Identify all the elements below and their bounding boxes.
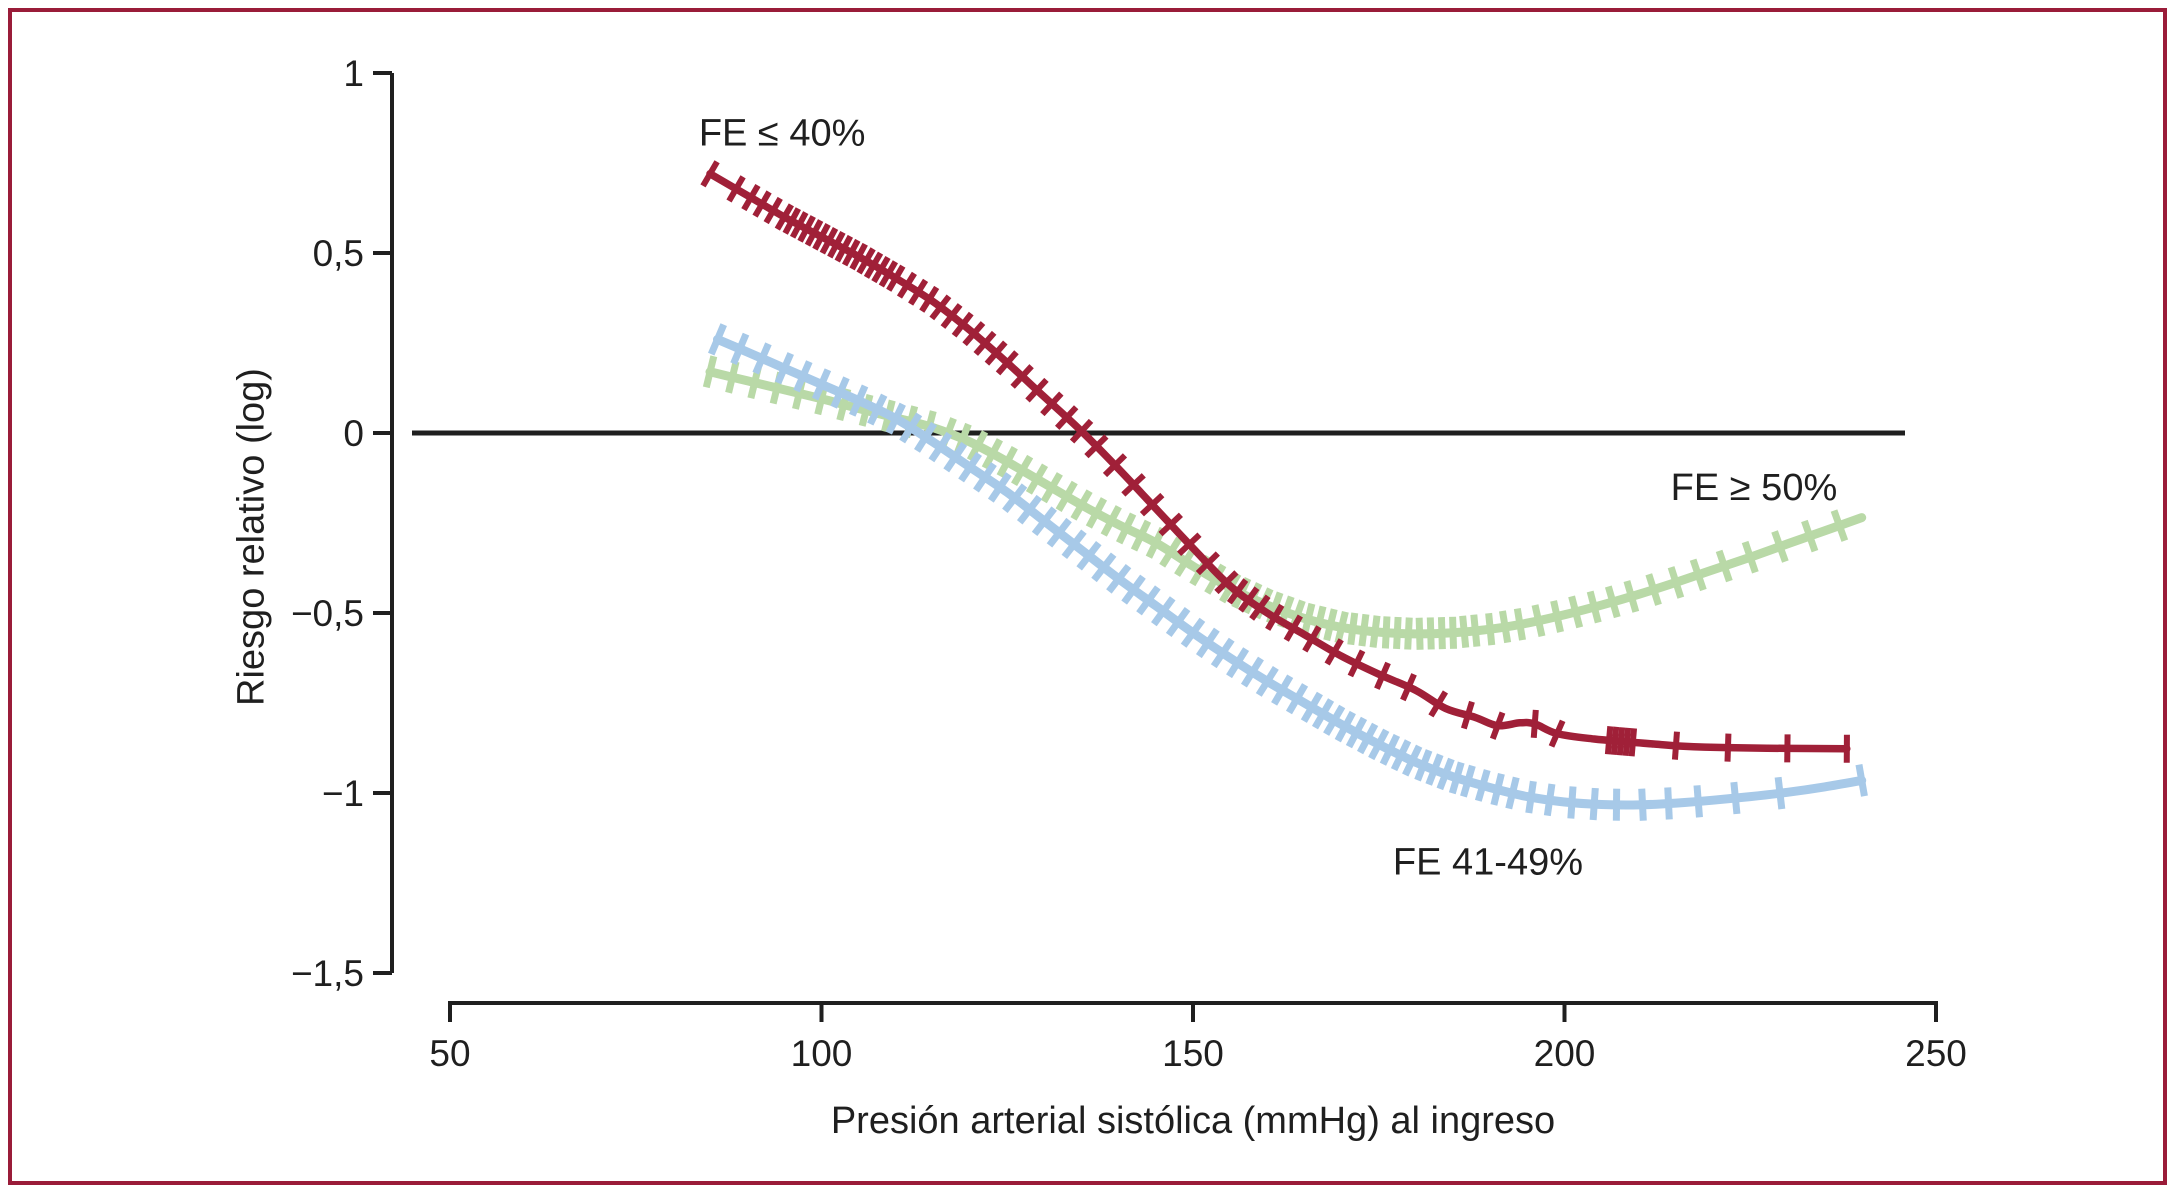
x-tick-label: 250 [1905, 1033, 1967, 1074]
series-fe-41-49: FE 41-49% [708, 323, 1868, 883]
y-tick-label: 0,5 [313, 233, 364, 274]
series-fe-50: FE ≥ 50% [702, 355, 1867, 650]
x-tick-label: 50 [429, 1033, 470, 1074]
y-tick-label: 0 [343, 413, 364, 454]
series-line-fe-41-49 [713, 334, 1867, 810]
series-label-fe-41-49: FE 41-49% [1393, 841, 1583, 883]
x-axis-title: Presión arterial sistólica (mmHg) al ing… [830, 1100, 1556, 1142]
y-tick-label: 1 [343, 53, 364, 94]
series-label-fe-50: FE ≥ 50% [1671, 467, 1838, 509]
series-line-fe-40 [706, 170, 1851, 753]
x-tick-label: 200 [1534, 1033, 1596, 1074]
y-tick-label: −1 [322, 773, 364, 814]
y-tick-label: −0,5 [291, 593, 364, 634]
y-tick-label: −1,5 [291, 953, 364, 994]
x-tick-label: 100 [791, 1033, 853, 1074]
y-axis: 1 0,5 0 −0,5 −1 −1,5 [291, 53, 394, 994]
x-axis: 50 100 150 200 250 [429, 1001, 1967, 1074]
series-fe-40: FE ≤ 40% [699, 112, 1851, 763]
x-tick-label: 150 [1162, 1033, 1224, 1074]
y-axis-title: Riesgo relativo (log) [230, 368, 273, 706]
series-label-fe-40: FE ≤ 40% [699, 112, 866, 154]
